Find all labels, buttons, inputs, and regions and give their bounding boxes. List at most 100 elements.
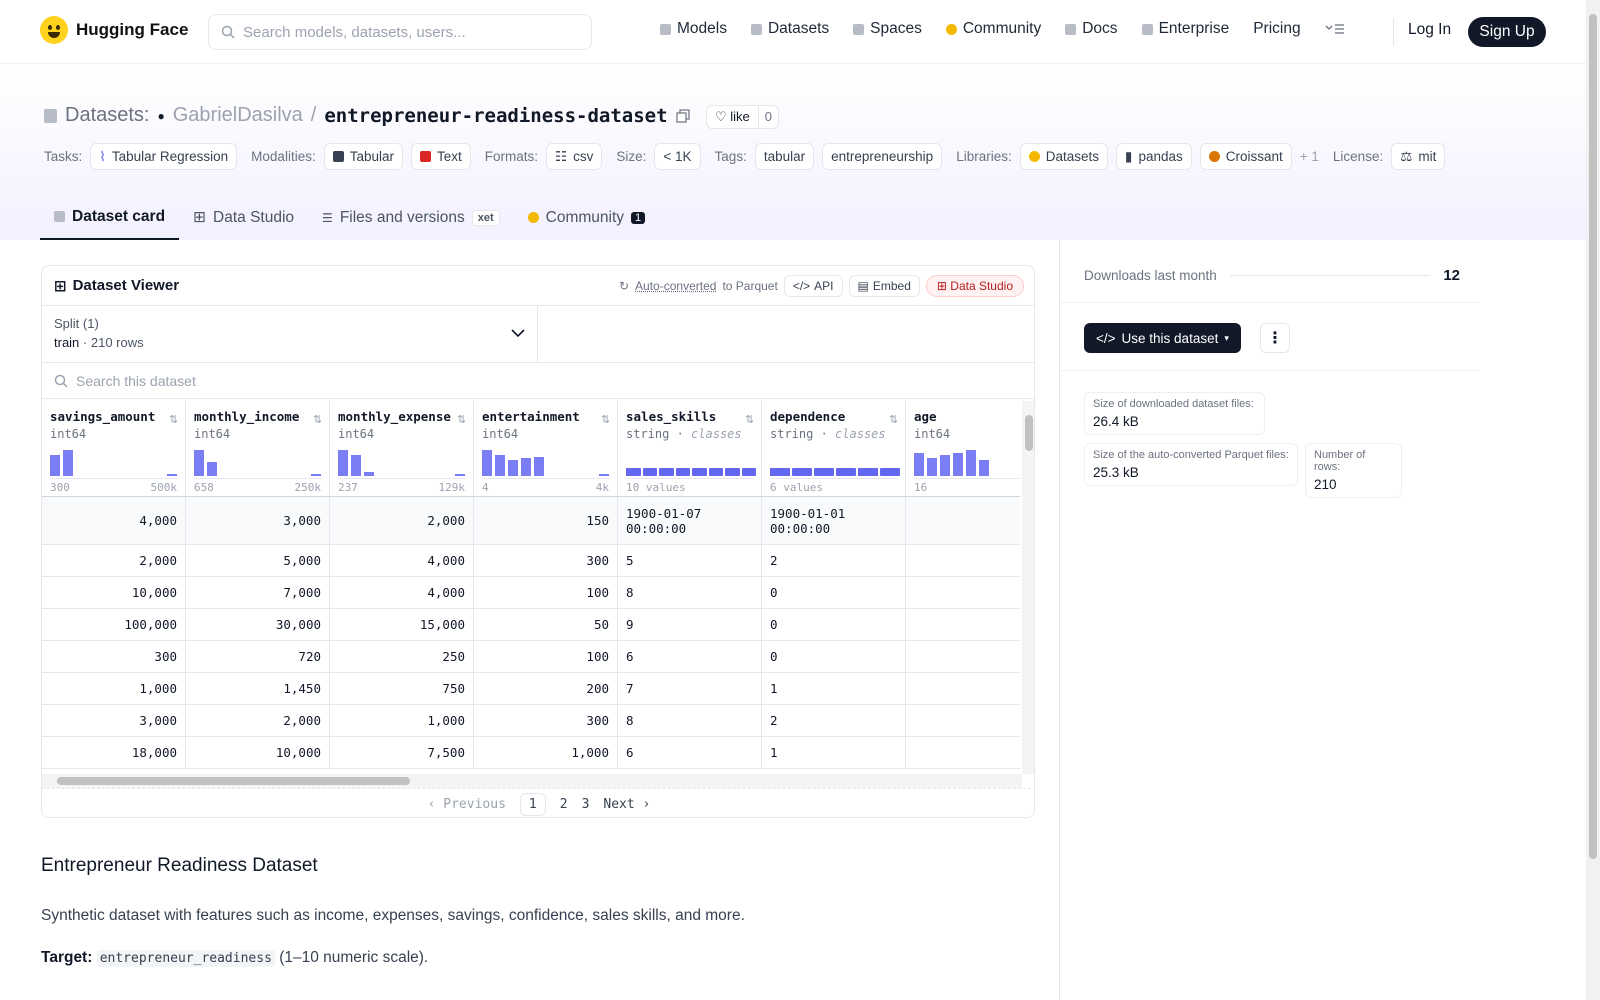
table-cell[interactable]: 2,000 [330,497,474,544]
table-cell[interactable]: 250 [330,641,474,672]
table-cell[interactable]: 150 [474,497,618,544]
class-segment[interactable] [659,468,674,476]
table-cell[interactable]: 50 [474,609,618,640]
histogram-bar[interactable] [50,455,60,476]
table-row[interactable]: 10,000 7,000 4,000 100 8 0 [42,577,1020,609]
page-scrollbar[interactable] [1586,0,1600,1000]
table-cell[interactable]: 6 [618,737,762,768]
column-header[interactable]: dependence string · classes ⇅ 6 values [762,401,906,497]
table-cell[interactable]: 2 [762,705,906,736]
dataset-search-input[interactable]: Search this dataset [42,363,1034,399]
data-studio-button[interactable]: ⊞ Data Studio [925,275,1024,297]
histogram-bar[interactable] [599,474,609,476]
class-segment[interactable] [626,468,641,476]
table-cell[interactable] [906,545,1020,576]
histogram-bar[interactable] [953,452,963,476]
sort-icon[interactable]: ⇅ [313,414,323,426]
table-cell[interactable]: 8 [618,577,762,608]
table-cell[interactable]: 10,000 [186,737,330,768]
table-cell[interactable]: 8 [618,705,762,736]
histogram-bar[interactable] [508,460,518,476]
table-cell[interactable]: 300 [474,705,618,736]
sort-icon[interactable]: ⇅ [169,414,179,426]
table-cell[interactable]: 1,000 [330,705,474,736]
use-this-dataset-button[interactable]: </> Use this dataset ▾ [1084,323,1241,353]
split-selector[interactable]: Split (1) train · 210 rows [42,306,538,362]
table-cell[interactable]: 7,500 [330,737,474,768]
signup-button[interactable]: Sign Up [1468,17,1546,47]
search-input[interactable]: Search models, datasets, users... [208,14,592,50]
table-row[interactable]: 3,000 2,000 1,000 300 8 2 [42,705,1020,737]
table-cell[interactable]: 3,000 [42,705,186,736]
table-cell[interactable]: 100,000 [42,609,186,640]
table-cell[interactable]: 2,000 [186,705,330,736]
table-cell[interactable]: 1,000 [42,673,186,704]
class-segment[interactable] [708,468,723,476]
tag-tabular[interactable]: tabular [754,143,815,170]
previous-page-button[interactable]: ‹ Previous [427,796,506,812]
table-cell[interactable]: 4,000 [330,545,474,576]
page-3-button[interactable]: 3 [581,796,590,812]
table-cell[interactable]: 18,000 [42,737,186,768]
table-cell[interactable]: 0 [762,609,906,640]
table-cell[interactable]: 2 [762,545,906,576]
nav-enterprise[interactable]: Enterprise [1141,20,1229,38]
histogram-bar[interactable] [63,450,73,476]
copy-icon[interactable] [675,108,690,123]
class-segment[interactable] [642,468,657,476]
tag-size[interactable]: < 1K [654,143,701,170]
table-cell[interactable] [906,673,1020,704]
nav-docs[interactable]: Docs [1065,20,1118,38]
table-cell[interactable]: 5 [618,545,762,576]
table-row[interactable]: 18,000 10,000 7,500 1,000 6 1 [42,737,1020,769]
sort-icon[interactable]: ⇅ [457,414,467,426]
table-cell[interactable]: 750 [330,673,474,704]
scroll-thumb[interactable] [1589,14,1597,859]
tag-entrepreneurship[interactable]: entrepreneurship [822,143,943,170]
column-header[interactable]: monthly_income int64 ⇅ 658 250k [186,401,330,497]
table-cell[interactable]: 0 [762,641,906,672]
class-segment[interactable] [725,468,740,476]
tab-dataset-card[interactable]: Dataset card [40,195,180,240]
class-segment[interactable] [741,468,756,476]
table-row[interactable]: 300 720 250 100 6 0 [42,641,1020,673]
nav-pricing[interactable]: Pricing [1253,20,1300,38]
table-cell[interactable]: 10,000 [42,577,186,608]
repo-name[interactable]: entrepreneur-readiness-dataset [324,104,668,127]
api-button[interactable]: </> API [783,275,843,297]
table-cell[interactable]: 15,000 [330,609,474,640]
table-cell[interactable]: 720 [186,641,330,672]
table-cell[interactable]: 3,000 [186,497,330,544]
class-segment[interactable] [792,468,812,476]
nav-datasets[interactable]: Datasets [750,20,829,38]
table-cell[interactable]: 200 [474,673,618,704]
class-segment[interactable] [814,468,834,476]
sort-icon[interactable]: ⇅ [889,414,899,426]
repo-owner[interactable]: GabrielDasilva [172,104,303,126]
table-cell[interactable]: 1900-01-07 00:00:00 [618,497,762,544]
table-cell[interactable]: 100 [474,577,618,608]
login-link[interactable]: Log In [1408,21,1452,38]
table-cell[interactable]: 6 [618,641,762,672]
histogram-bar[interactable] [351,455,361,476]
tab-files-and-versions[interactable]: ☰ Files and versions xet [308,195,514,240]
table-cell[interactable]: 1 [762,737,906,768]
histogram-bar[interactable] [495,455,505,476]
column-header[interactable]: monthly_expense int64 ⇅ 237 129k [330,401,474,497]
table-horizontal-scrollbar[interactable] [42,774,1022,788]
table-cell[interactable]: 1,450 [186,673,330,704]
more-options-button[interactable]: ⋮ [1260,323,1290,353]
tag-csv[interactable]: ☷ csv [546,143,603,170]
scroll-thumb[interactable] [57,777,410,785]
tag-tabular-regression[interactable]: ⌇ Tabular Regression [90,143,238,170]
tab-community[interactable]: Community 1 [514,195,660,240]
table-cell[interactable]: 2,000 [42,545,186,576]
table-row[interactable]: 100,000 30,000 15,000 50 9 0 [42,609,1020,641]
histogram-bar[interactable] [338,450,348,476]
class-segment[interactable] [675,468,690,476]
table-cell[interactable]: 100 [474,641,618,672]
histogram-bar[interactable] [455,474,465,476]
page-2-button[interactable]: 2 [559,796,568,812]
sort-icon[interactable]: ⇅ [601,414,611,426]
histogram-bar[interactable] [167,474,177,476]
